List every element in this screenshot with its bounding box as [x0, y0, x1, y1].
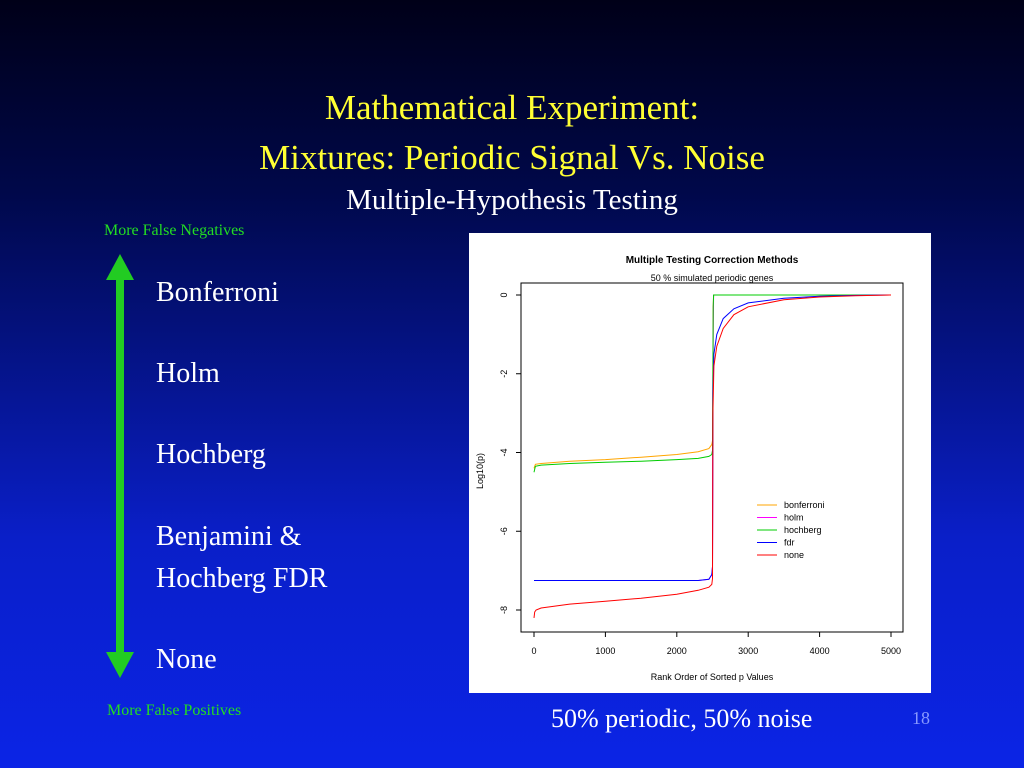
double-arrow-icon: [106, 254, 134, 678]
top-label: More False Negatives: [104, 222, 245, 239]
series-hochberg: [533, 294, 891, 473]
y-tick-label: -2: [499, 370, 509, 378]
legend-label-fdr: fdr: [784, 538, 795, 548]
chart-subtitle: 50 % simulated periodic genes: [651, 273, 774, 283]
x-tick-label: 3000: [738, 646, 758, 656]
slide-title-line1: Mathematical Experiment:: [324, 88, 700, 127]
arrow-down-head: [106, 652, 134, 678]
arrow-shaft: [116, 278, 124, 654]
method-hochberg: Hochberg: [156, 439, 266, 470]
x-axis-label: Rank Order of Sorted p Values: [651, 672, 774, 682]
chart-panel: Multiple Testing Correction Methods 50 %…: [469, 233, 931, 693]
legend-label-holm: holm: [784, 513, 804, 523]
method-bh-line2: Hochberg FDR: [156, 563, 328, 594]
arrow-up-head: [106, 254, 134, 280]
method-bh-line1: Benjamini &: [156, 521, 302, 552]
chart-title: Multiple Testing Correction Methods: [626, 255, 799, 266]
y-tick-label: -6: [499, 527, 509, 535]
x-tick-label: 2000: [667, 646, 687, 656]
y-tick-label: -4: [499, 448, 509, 456]
x-tick-label: 1000: [595, 646, 615, 656]
legend-label-none: none: [784, 550, 804, 560]
slide-subtitle: Multiple-Hypothesis Testing: [346, 184, 678, 216]
series-layer: [533, 294, 892, 618]
x-tick-label: 0: [531, 646, 536, 656]
method-holm: Holm: [156, 358, 220, 389]
legend-label-hochberg: hochberg: [784, 525, 822, 535]
page-number: 18: [912, 708, 930, 728]
legend-label-bonferroni: bonferroni: [784, 500, 825, 510]
chart-legend: bonferroni holm hochberg fdr none: [757, 500, 825, 560]
y-tick-label: -8: [499, 606, 509, 614]
bottom-label: More False Positives: [107, 702, 242, 719]
line-chart: Multiple Testing Correction Methods 50 %…: [475, 255, 904, 682]
y-axis-label: Log10(p): [475, 453, 485, 489]
method-bonferroni: Bonferroni: [156, 277, 279, 308]
x-tick-label: 4000: [810, 646, 830, 656]
y-tick-label: 0: [499, 292, 509, 297]
slide-title-line2: Mixtures: Periodic Signal Vs. Noise: [259, 138, 765, 177]
slide-caption: 50% periodic, 50% noise: [551, 704, 813, 733]
series-none: [533, 294, 892, 618]
method-none: None: [156, 644, 217, 675]
x-tick-label: 5000: [881, 646, 901, 656]
axis-layer: 0 1000 2000 3000 4000 5000 0 -2 -4 -6 -8: [499, 292, 901, 656]
